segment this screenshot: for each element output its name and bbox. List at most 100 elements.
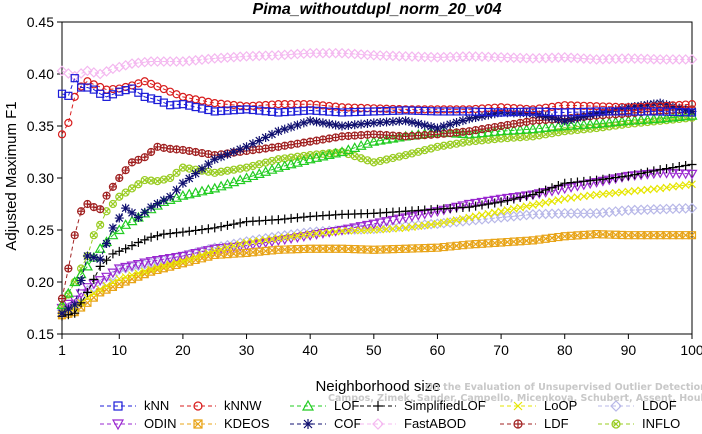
- data-point: [197, 225, 207, 235]
- data-point: [172, 100, 181, 109]
- data-point: [661, 112, 673, 123]
- data-point: [662, 100, 672, 110]
- data-point: [482, 126, 494, 137]
- data-point: [522, 191, 532, 201]
- data-point: [407, 117, 417, 127]
- data-point: [69, 295, 81, 306]
- data-point: [108, 223, 118, 233]
- y-tick-label: 0.35: [27, 118, 54, 134]
- data-point: [280, 100, 289, 109]
- data-point: [255, 106, 264, 115]
- series-kdeos: [57, 230, 697, 320]
- data-point: [140, 153, 149, 162]
- data-point: [171, 252, 183, 263]
- data-point: [166, 173, 175, 183]
- data-point: [221, 178, 233, 189]
- legend-label: FastABOD: [404, 416, 466, 431]
- data-point: [337, 108, 347, 117]
- data-point: [541, 198, 550, 207]
- data-point: [656, 107, 665, 116]
- data-point: [146, 202, 156, 212]
- data-point: [496, 108, 506, 117]
- data-point: [503, 103, 512, 112]
- data-point: [343, 120, 353, 130]
- data-point: [344, 226, 353, 235]
- data-point: [115, 274, 124, 283]
- data-point: [439, 107, 448, 116]
- data-point: [586, 191, 595, 200]
- data-point: [89, 253, 99, 263]
- x-tick-label: 40: [302, 342, 318, 358]
- data-point: [89, 85, 98, 94]
- legend-entry-cof: COF: [290, 416, 362, 431]
- axes: 1 10 20 30 40 50 60 70 80 90 100 0.15 0.20 0.25 0.30 0.…: [27, 14, 702, 358]
- data-point: [522, 202, 531, 211]
- data-point: [242, 238, 251, 247]
- data-point: [579, 101, 588, 110]
- data-point: [108, 90, 118, 99]
- data-point: [668, 107, 678, 116]
- data-point: [311, 230, 323, 240]
- data-point: [134, 269, 143, 278]
- data-point: [210, 246, 219, 255]
- data-point: [101, 272, 113, 283]
- data-point: [624, 103, 633, 112]
- series-ldf: [57, 105, 697, 303]
- data-point: [312, 117, 322, 127]
- data-point: [541, 107, 550, 116]
- data-point: [617, 172, 627, 182]
- data-point: [496, 197, 506, 207]
- watermark-line-1: On the Evaluation of Unsupervised Outlie…: [425, 382, 702, 393]
- data-point: [76, 298, 86, 308]
- data-point: [107, 268, 119, 279]
- data-point: [502, 195, 512, 205]
- data-point: [681, 108, 690, 117]
- legend-entry-odin: ODIN: [100, 416, 177, 431]
- data-point: [70, 92, 79, 101]
- data-point: [273, 215, 283, 225]
- data-point: [407, 106, 417, 115]
- data-point: [312, 106, 321, 115]
- data-point: [490, 103, 499, 112]
- data-point: [566, 108, 576, 117]
- watermark: On the Evaluation of Unsupervised Outlie…: [328, 382, 702, 404]
- data-point: [641, 113, 653, 124]
- data-point: [420, 120, 430, 130]
- data-point: [140, 235, 150, 245]
- data-point: [427, 220, 436, 229]
- data-point: [102, 281, 111, 290]
- data-point: [395, 106, 404, 115]
- data-point: [490, 108, 499, 117]
- data-point: [655, 165, 665, 175]
- data-point: [102, 255, 112, 265]
- data-point: [680, 169, 692, 180]
- data-point: [56, 299, 68, 309]
- legend-entry-ldof: LDOF: [598, 398, 677, 413]
- data-point: [229, 106, 238, 115]
- data-point: [62, 287, 74, 298]
- data-point: [331, 107, 340, 117]
- data-point: [439, 121, 449, 131]
- data-point: [592, 175, 602, 185]
- data-point: [503, 108, 512, 117]
- data-point: [598, 107, 608, 117]
- data-point: [413, 119, 423, 129]
- data-point: [183, 188, 195, 199]
- data-point: [126, 261, 138, 272]
- data-point: [578, 119, 590, 129]
- data-point: [108, 278, 117, 287]
- data-point: [222, 149, 232, 159]
- data-point: [134, 88, 143, 97]
- data-point: [681, 161, 691, 171]
- data-point: [495, 125, 507, 136]
- data-point: [687, 100, 697, 109]
- data-point: [323, 227, 335, 238]
- data-point: [115, 192, 124, 201]
- data-point: [196, 185, 208, 196]
- data-point: [204, 105, 213, 115]
- data-point: [57, 308, 67, 318]
- data-point: [382, 106, 391, 116]
- data-point: [674, 162, 684, 172]
- data-point: [541, 185, 551, 195]
- data-point: [497, 207, 506, 216]
